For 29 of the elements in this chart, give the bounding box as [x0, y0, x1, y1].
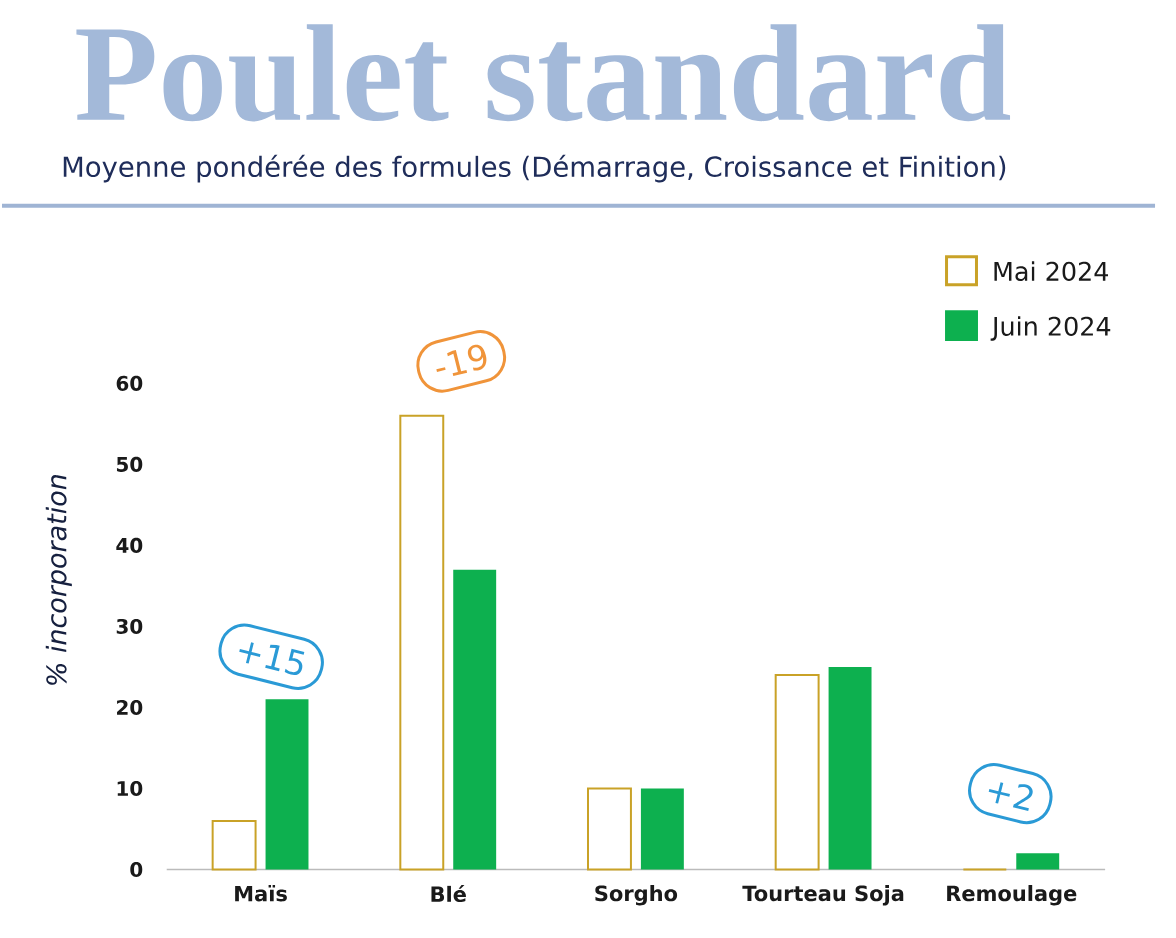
annotation: +2 [988, 782, 1033, 811]
bar [828, 666, 872, 870]
y-tick-label: 50 [116, 456, 143, 472]
x-tick-label: Maïs [235, 884, 287, 902]
y-tick-label: 40 [116, 537, 143, 553]
chart-subtitle: Moyenne pondérée des formules (Démarrage, Croissance et Finition) [63, 154, 1006, 183]
bar [265, 699, 309, 870]
y-tick-label: 10 [117, 780, 143, 796]
y-tick-label: 60 [116, 375, 143, 391]
chart-title: Poulet standard [76, 24, 1011, 122]
x-tick-label: Tourteau Soja [742, 884, 904, 906]
bar [211, 819, 257, 871]
y-tick-label: 30 [116, 618, 143, 634]
annotation: +15 [239, 642, 305, 675]
y-axis-title: % incorporation [45, 474, 72, 685]
text: -19 [436, 344, 487, 376]
bar [1016, 853, 1060, 870]
x-tick-label: Sorgho [595, 884, 678, 906]
bar [399, 414, 445, 871]
y-tick-label: 20 [117, 699, 143, 715]
x-tick-label: Remoulage [947, 884, 1077, 906]
x-tick-label: Blé [431, 884, 466, 902]
bar [774, 673, 820, 871]
legend-label: Juin 2024 [990, 316, 1111, 341]
y-tick-label: 0 [130, 861, 143, 877]
bar [453, 569, 497, 870]
bar [640, 788, 684, 870]
bar [587, 787, 632, 871]
legend-label: Mai 2024 [994, 261, 1109, 281]
